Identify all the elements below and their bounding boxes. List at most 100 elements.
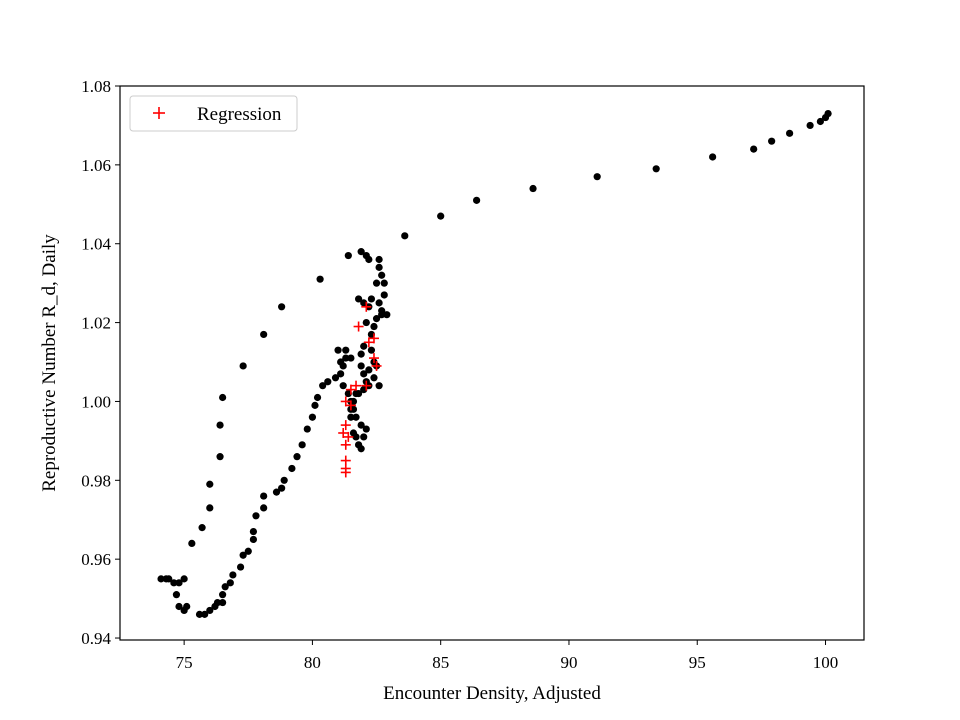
data-point-observed <box>180 575 188 583</box>
y-axis-label: Reproductive Number R_d, Daily <box>39 234 60 492</box>
y-tick-label: 1.04 <box>81 235 111 254</box>
data-point-observed <box>593 173 601 181</box>
data-point-observed <box>362 425 370 433</box>
data-point-observed <box>357 362 365 370</box>
data-point-observed <box>213 598 222 607</box>
data-point-observed <box>370 374 378 382</box>
data-point-regression <box>368 333 379 344</box>
y-tick-label: 0.96 <box>81 550 111 569</box>
y-tick-label: 1.08 <box>81 77 111 96</box>
data-point-observed <box>175 579 183 587</box>
data-point-observed <box>308 413 317 421</box>
y-tick-label: 0.94 <box>81 629 111 648</box>
x-tick-label: 75 <box>176 653 193 672</box>
data-point-observed <box>216 453 224 461</box>
data-point-observed <box>229 571 237 579</box>
data-point-observed <box>357 350 365 358</box>
data-point-regression <box>340 467 351 478</box>
data-point-observed <box>219 393 227 402</box>
data-point-regression <box>340 420 351 431</box>
data-point-observed <box>298 441 306 449</box>
data-point-observed <box>347 413 355 421</box>
data-point-observed <box>380 279 388 287</box>
data-point-observed <box>219 598 227 607</box>
data-point-observed <box>272 488 281 496</box>
data-point-observed <box>244 547 252 555</box>
data-point-observed <box>239 551 247 559</box>
data-point-observed <box>372 315 381 323</box>
data-point-regression <box>368 353 379 364</box>
data-point-observed <box>367 295 376 303</box>
data-point-observed <box>344 251 352 260</box>
data-point-observed <box>221 583 229 591</box>
data-point-observed <box>278 303 286 311</box>
x-tick-label: 90 <box>560 653 577 672</box>
data-point-observed <box>354 295 363 303</box>
data-point-observed <box>260 504 268 512</box>
data-point-observed <box>319 382 327 390</box>
data-point-observed <box>201 610 209 618</box>
data-point-regression <box>345 384 356 395</box>
data-point-regression <box>353 321 364 332</box>
data-point-regression <box>338 427 349 438</box>
data-point-observed <box>357 445 365 453</box>
data-point-observed <box>375 299 383 307</box>
legend-box <box>129 95 298 132</box>
data-point-observed <box>183 602 191 611</box>
legend: Regression <box>129 95 298 132</box>
data-point-observed <box>357 248 365 256</box>
data-point-observed <box>226 579 234 587</box>
data-point-observed <box>367 346 376 354</box>
data-point-regression <box>361 301 372 312</box>
data-point-observed <box>342 346 350 354</box>
data-point-regression <box>343 431 354 442</box>
data-point-observed <box>383 311 391 319</box>
data-point-observed <box>324 378 332 386</box>
data-point-observed <box>303 425 311 433</box>
data-point-observed <box>170 579 178 587</box>
data-point-observed <box>313 393 322 402</box>
data-point-observed <box>249 535 258 544</box>
data-point-observed <box>216 421 224 429</box>
data-point-observed <box>280 476 288 484</box>
y-axis: 0.94 0.96 0.98 1.00 1.02 1.04 1.06 1.08 <box>81 77 120 648</box>
data-point-observed <box>473 196 481 204</box>
data-point-regression <box>363 337 374 348</box>
data-point-observed <box>375 255 383 264</box>
data-point-observed <box>352 413 360 421</box>
data-point-observed <box>375 382 383 390</box>
data-point-observed <box>821 113 830 122</box>
data-point-observed <box>219 591 227 599</box>
x-tick-label: 100 <box>813 653 839 672</box>
x-axis-label: Encounter Density, Adjusted <box>383 683 601 704</box>
x-tick-label: 85 <box>432 653 449 672</box>
y-tick-label: 1.00 <box>81 392 111 411</box>
data-point-observed <box>401 232 409 240</box>
data-point-observed <box>206 606 214 615</box>
data-point-observed <box>378 307 386 315</box>
data-point-observed <box>816 117 824 126</box>
data-point-observed <box>378 271 386 279</box>
data-point-observed <box>293 453 301 461</box>
points-layer <box>157 110 832 618</box>
data-point-observed <box>370 322 378 331</box>
data-point-regression <box>371 360 382 371</box>
data-point-observed <box>360 370 368 378</box>
data-point-observed <box>380 291 388 299</box>
data-point-observed <box>342 354 350 362</box>
data-point-observed <box>288 464 296 473</box>
data-point-observed <box>337 358 345 366</box>
data-point-observed <box>365 366 373 374</box>
data-point-regression <box>351 380 362 391</box>
y-tick-label: 0.98 <box>81 471 111 490</box>
data-point-observed <box>172 591 181 599</box>
data-point-regression <box>345 400 356 411</box>
data-point-observed <box>316 275 324 283</box>
x-axis: 75 80 85 90 95 100 <box>176 640 839 672</box>
data-point-observed <box>806 121 814 130</box>
data-point-observed <box>206 504 214 512</box>
x-tick-label: 80 <box>304 653 321 672</box>
data-point-observed <box>360 342 368 350</box>
data-point-observed <box>437 212 445 220</box>
data-point-observed <box>372 279 381 287</box>
